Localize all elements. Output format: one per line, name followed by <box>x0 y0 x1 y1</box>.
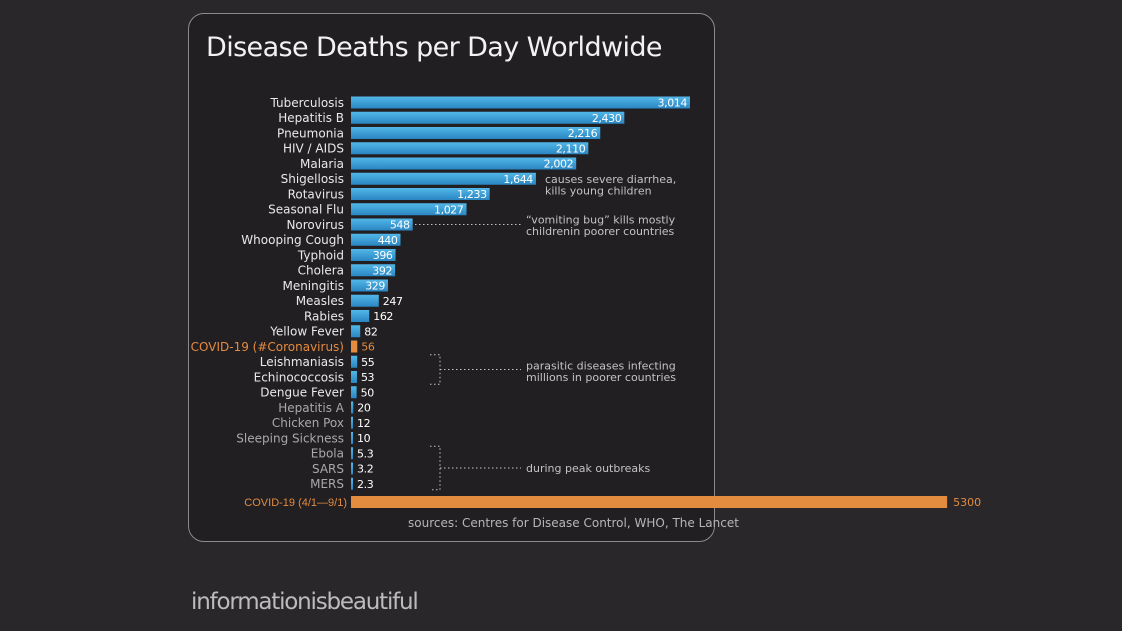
annotation-norovirus-line-2: childrenin poorer countries <box>526 225 675 238</box>
value-label-meningitis: 329 <box>365 280 385 293</box>
category-label-covid-19-coronavirus: COVID-19 (#Coronavirus) <box>191 340 344 354</box>
bar-covid-19-coronavirus <box>351 340 358 353</box>
bar-tuberculosis <box>351 96 690 109</box>
bar-dengue-fever <box>351 386 357 399</box>
bar-norovirus <box>351 218 413 231</box>
bar-meningitis <box>351 279 389 292</box>
source-note: sources: Centres for Disease Control, WH… <box>408 516 739 530</box>
bar-shigellosis <box>351 172 536 185</box>
value-label-malaria: 2,002 <box>544 158 574 171</box>
category-label-chicken-pox: Chicken Pox <box>272 416 344 430</box>
value-label-yellow-fever: 82 <box>364 325 377 338</box>
bar-chicken-pox <box>351 416 353 429</box>
annotation-parasitic-bracket <box>430 354 441 385</box>
category-label-yellow-fever: Yellow Fever <box>269 325 344 339</box>
category-label-sleeping-sickness: Sleeping Sickness <box>236 431 344 445</box>
value-label-tuberculosis: 3,014 <box>658 97 688 110</box>
value-label-measles: 247 <box>383 295 403 308</box>
bar-hepatitis-b <box>351 111 625 124</box>
category-label-whooping-cough: Whooping Cough <box>241 233 344 247</box>
value-label-chicken-pox: 12 <box>357 417 370 430</box>
bar-pneumonia <box>351 127 601 139</box>
value-label-ebola: 5.3 <box>357 447 374 460</box>
category-label-cholera: Cholera <box>298 264 344 278</box>
brand-logo: informationisbeautiful <box>191 589 419 615</box>
category-label-measles: Measles <box>296 294 344 308</box>
value-label-rotavirus: 1,233 <box>457 188 487 201</box>
value-label-rabies: 162 <box>373 310 393 323</box>
bar-covid-19-period <box>351 496 948 508</box>
chart-title: Disease Deaths per Day Worldwide <box>206 32 663 63</box>
category-label-hepatitis-b: Hepatitis B <box>278 111 344 125</box>
annotation-shigellosis-line-1: causes severe diarrhea, <box>545 173 676 186</box>
annotation-parasitic-line-2: millions in poorer countries <box>526 371 676 384</box>
bar-hiv-aids <box>351 142 589 155</box>
category-label-leishmaniasis: Leishmaniasis <box>260 355 344 369</box>
value-label-sleeping-sickness: 10 <box>357 432 371 445</box>
annotation-outbreaks-bracket <box>430 445 441 491</box>
value-label-shigellosis: 1,644 <box>503 173 533 186</box>
category-label-echinococcosis: Echinococcosis <box>254 370 344 384</box>
value-label-sars: 3.2 <box>357 463 373 476</box>
category-label-hiv-aids: HIV / AIDS <box>283 142 344 156</box>
value-label-dengue-fever: 50 <box>361 386 375 399</box>
bar-whooping-cough <box>351 233 401 246</box>
bar-leishmaniasis <box>351 355 358 368</box>
value-label-hepatitis-a: 20 <box>357 402 371 415</box>
value-label-seasonal-flu: 1,027 <box>434 203 464 216</box>
category-label-covid-19-period: COVID-19 (4/1—9/1) <box>244 497 347 509</box>
category-label-dengue-fever: Dengue Fever <box>260 386 344 400</box>
bar-measles <box>351 294 379 307</box>
bar-rabies <box>351 310 370 322</box>
bar-sleeping-sickness <box>351 432 353 444</box>
value-label-pneumonia: 2,216 <box>568 127 598 140</box>
value-label-hiv-aids: 2,110 <box>556 142 586 155</box>
annotation-outbreaks-line-1: during peak outbreaks <box>526 462 650 475</box>
bar-rotavirus <box>351 188 490 200</box>
value-label-mers: 2.3 <box>357 478 374 491</box>
bar-cholera <box>351 264 396 277</box>
category-label-ebola: Ebola <box>311 447 344 461</box>
bar-hepatitis-a <box>351 401 354 414</box>
value-label-whooping-cough: 440 <box>378 234 398 247</box>
value-label-typhoid: 396 <box>373 249 393 262</box>
value-label-covid-19-coronavirus: 56 <box>361 341 375 354</box>
category-label-rabies: Rabies <box>304 309 344 323</box>
value-label-norovirus: 548 <box>390 219 410 232</box>
bar-sars <box>351 462 353 475</box>
value-label-hepatitis-b: 2,430 <box>592 112 622 125</box>
category-label-rotavirus: Rotavirus <box>288 187 344 201</box>
category-label-seasonal-flu: Seasonal Flu <box>268 203 344 217</box>
annotation-norovirus-line-1: “vomiting bug” kills mostly <box>526 214 676 227</box>
bar-yellow-fever <box>351 325 361 338</box>
value-label-cholera: 392 <box>372 264 392 277</box>
bar-ebola <box>351 447 353 460</box>
category-label-meningitis: Meningitis <box>282 279 344 293</box>
value-label-echinococcosis: 53 <box>361 371 375 384</box>
bar-mers <box>351 477 353 490</box>
value-label-covid-19-period: 5300 <box>953 496 981 509</box>
category-label-hepatitis-a: Hepatitis A <box>278 401 345 415</box>
bar-seasonal-flu <box>351 203 467 216</box>
category-label-pneumonia: Pneumonia <box>277 126 344 140</box>
category-label-malaria: Malaria <box>300 157 344 171</box>
bar-echinococcosis <box>351 371 357 383</box>
bar-malaria <box>351 157 577 170</box>
annotation-shigellosis-line-2: kills young children <box>545 184 652 197</box>
value-label-leishmaniasis: 55 <box>361 356 375 369</box>
category-label-norovirus: Norovirus <box>286 218 344 232</box>
category-label-mers: MERS <box>310 477 344 491</box>
category-label-tuberculosis: Tuberculosis <box>270 96 345 110</box>
annotation-parasitic-line-1: parasitic diseases infecting <box>526 360 676 373</box>
category-label-typhoid: Typhoid <box>297 248 344 262</box>
category-label-shigellosis: Shigellosis <box>281 172 344 186</box>
category-label-sars: SARS <box>312 462 344 476</box>
bar-typhoid <box>351 249 396 261</box>
